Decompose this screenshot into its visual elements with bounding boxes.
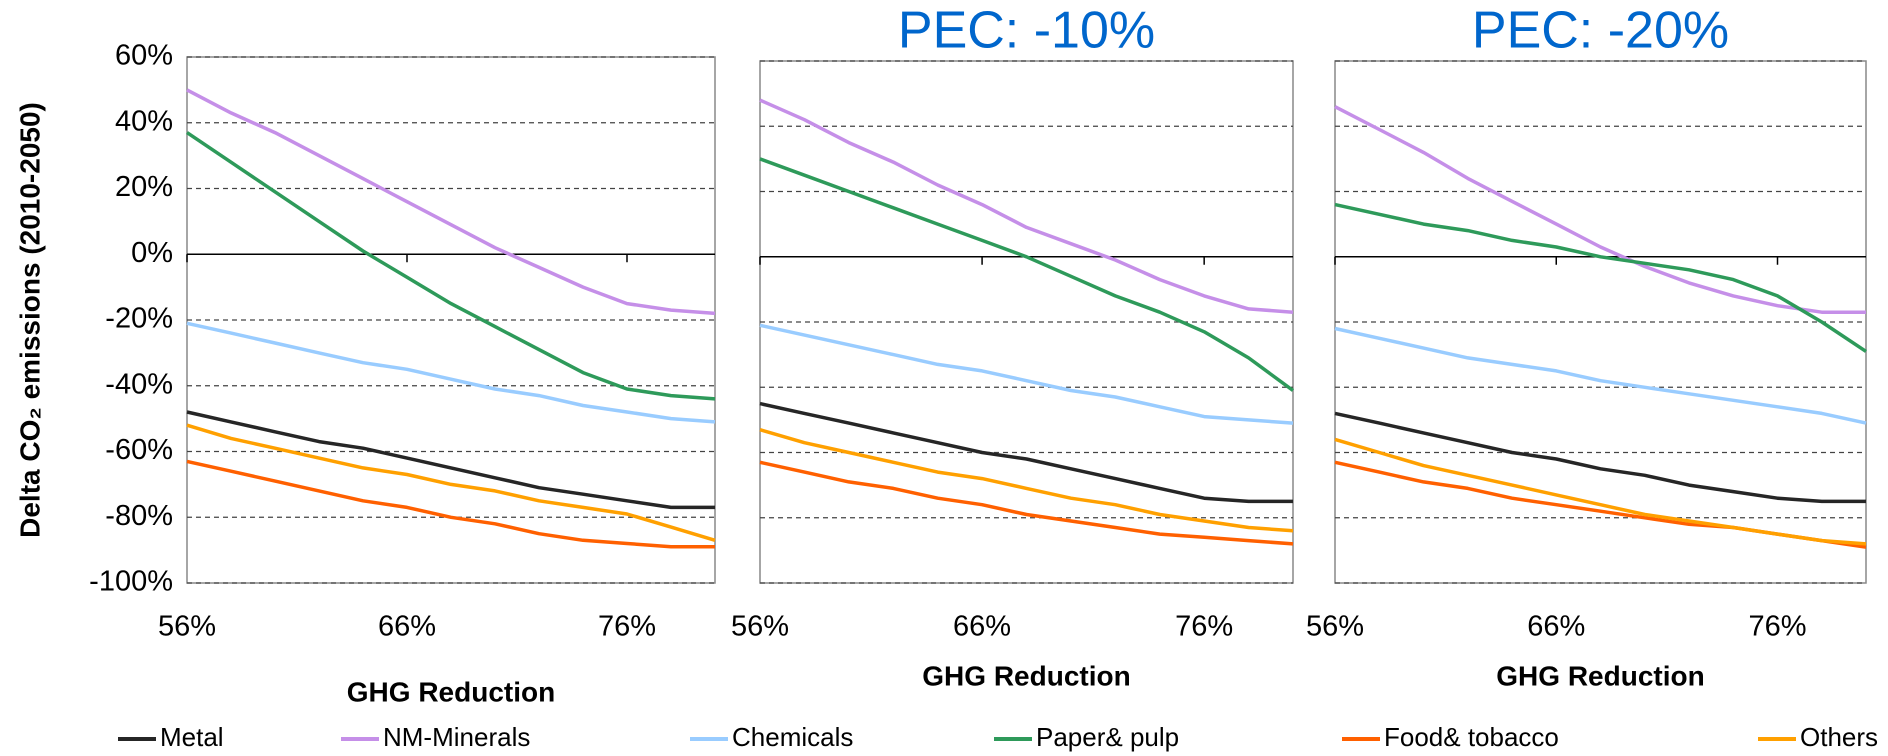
- series-line: [186, 423, 716, 542]
- legend-label: Chemicals: [732, 722, 853, 752]
- y-tick-label: -100%: [89, 566, 173, 598]
- y-tick-label: 0%: [131, 237, 173, 269]
- x-tick-label: 66%: [953, 611, 1011, 643]
- x-tick-label: 76%: [598, 611, 656, 643]
- y-tick-label: -20%: [105, 303, 173, 335]
- x-tick-label: 56%: [1306, 611, 1364, 643]
- series-line: [759, 428, 1294, 533]
- y-tick-label: -60%: [105, 434, 173, 466]
- legend-label: Paper& pulp: [1036, 722, 1179, 752]
- y-tick-label: -40%: [105, 368, 173, 400]
- y-tick-label: -80%: [105, 500, 173, 532]
- panel-title: PEC: -10%: [898, 2, 1155, 60]
- y-tick-label: 40%: [115, 105, 173, 137]
- series-line: [186, 131, 716, 401]
- series-line: [1334, 326, 1867, 425]
- y-tick-label: 20%: [115, 171, 173, 203]
- y-axis-label: Delta CO₂ emissions (2010-2050): [14, 102, 45, 538]
- x-tick-label: 76%: [1748, 611, 1806, 643]
- series-line: [759, 323, 1294, 425]
- series-line: [759, 460, 1294, 546]
- x-tick-label: 56%: [158, 611, 216, 643]
- x-axis-label: GHG Reduction: [347, 676, 555, 707]
- x-tick-label: 66%: [378, 611, 436, 643]
- series-line: [1334, 105, 1866, 314]
- series-line: [1334, 437, 1867, 546]
- legend-label: Others: [1800, 722, 1878, 752]
- y-tick-label: 60%: [115, 40, 173, 72]
- series-line: [186, 321, 716, 424]
- x-axis-label: GHG Reduction: [1496, 660, 1704, 691]
- series-line: [759, 157, 1295, 392]
- series-line: [186, 410, 715, 510]
- legend-label: NM-Minerals: [383, 722, 530, 752]
- x-axis-label: GHG Reduction: [922, 660, 1130, 691]
- series-line: [186, 459, 715, 549]
- series-line: [759, 98, 1294, 314]
- x-tick-label: 56%: [731, 611, 789, 643]
- x-tick-label: 76%: [1175, 611, 1233, 643]
- x-tick-label: 66%: [1527, 611, 1585, 643]
- legend-label: Food& tobacco: [1384, 722, 1559, 752]
- series-line: [186, 88, 716, 316]
- series-line: [1334, 202, 1867, 353]
- series-line: [759, 401, 1293, 504]
- series-line: [1334, 411, 1866, 504]
- legend-label: Metal: [160, 722, 224, 752]
- panel-title: PEC: -20%: [1472, 2, 1729, 60]
